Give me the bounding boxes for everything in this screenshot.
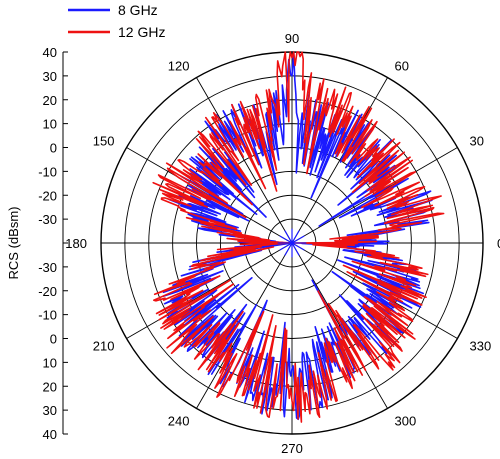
r-tick-label: 30: [43, 403, 57, 418]
angle-label: 120: [168, 59, 190, 74]
angle-label: 210: [93, 339, 115, 354]
radial-axis: 40 30 20 10 0 -10 -20 -30 -30 -20 -10 0 10 20 30 40 RCS …: [6, 45, 68, 442]
angle-label: 0: [497, 236, 500, 251]
r-tick-label: -10: [38, 308, 57, 323]
angle-label: 240: [168, 414, 190, 429]
r-tick-label: 20: [43, 93, 57, 108]
r-tick-label: 0: [50, 141, 57, 156]
center-spoke: [284, 242, 293, 256]
r-tick-label: -10: [38, 164, 57, 179]
r-tick-label: 10: [43, 355, 57, 370]
r-tick-label: 0: [50, 332, 57, 347]
center-spoke: [291, 242, 300, 256]
r-tick-label: -20: [38, 284, 57, 299]
r-tick-label: 20: [43, 379, 57, 394]
center-spoke: [279, 242, 293, 251]
angle-label: 270: [281, 441, 303, 456]
center-spoke: [279, 235, 293, 244]
r-tick-label: -30: [38, 212, 57, 227]
grid-spoke: [291, 242, 388, 409]
r-tick-label: -20: [38, 188, 57, 203]
grid-spoke: [196, 77, 293, 244]
center-spoke: [284, 230, 293, 244]
r-tick-label: 30: [43, 69, 57, 84]
y-axis-label: RCS (dBsm): [6, 207, 21, 280]
center-spoke: [291, 230, 300, 244]
r-tick-label: 40: [43, 45, 57, 60]
r-tick-label: 10: [43, 117, 57, 132]
angle-spokes: [101, 52, 483, 434]
angle-label: 90: [285, 31, 299, 46]
legend-label-0: 8 GHz: [118, 2, 158, 18]
legend-label-1: 12 GHz: [118, 24, 165, 40]
angle-label: 60: [395, 59, 409, 74]
angle-tick-labels: 0 30 60 90 120 150 180 210 240 270 300 330: [65, 31, 500, 456]
r-tick-label: -30: [38, 260, 57, 275]
series-traces: [152, 51, 445, 423]
angle-label: 330: [470, 339, 492, 354]
grid-spoke: [291, 77, 388, 244]
grid-spoke: [126, 242, 293, 339]
angle-label: 300: [395, 414, 417, 429]
angle-label: 30: [470, 134, 484, 149]
angle-label: 150: [93, 134, 115, 149]
r-tick-label: 40: [43, 427, 57, 442]
legend: 8 GHz 12 GHz: [68, 2, 165, 40]
center-spoke: [291, 242, 305, 251]
center-spoke: [291, 235, 305, 244]
angle-label: 180: [65, 236, 87, 251]
